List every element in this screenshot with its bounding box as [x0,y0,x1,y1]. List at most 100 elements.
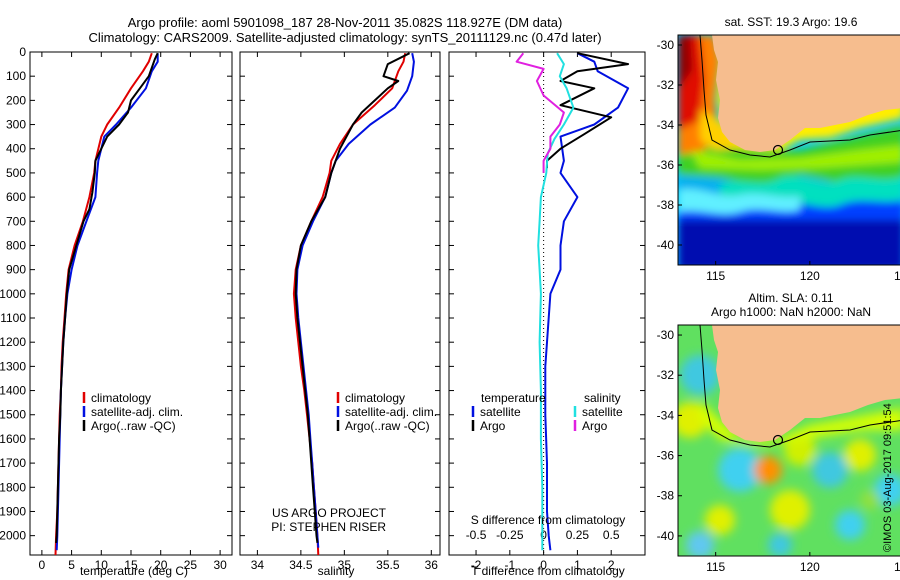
sst_map-ytick-label: -36 [657,158,675,172]
project-annotation-line2: PI: STEPHEN RISER [271,520,386,534]
sla_map-ytick-label: -38 [657,489,675,503]
difference-xtick-label: -2 [471,558,482,572]
temperature-xtick-label: 30 [213,558,227,572]
difference-legend-t-satellite: satellite [480,405,521,419]
salinity-xtick-label: 34 [251,558,265,572]
sla-map-land [712,325,900,442]
depth-tick-label: 1000 [0,287,26,301]
depth-tick-label: 200 [6,93,26,107]
sst_map-xtick-label: 125 [894,269,900,283]
difference-legend-s-satellite: satellite [582,405,623,419]
sla-map-title-line2: Argo h1000: NaN h2000: NaN [711,305,871,319]
salinity-xtick-label: 34.5 [289,558,313,572]
depth-tick-label: 1200 [0,335,26,349]
sst_map-xtick-label: 120 [800,269,820,283]
sst-map-title: sat. SST: 19.3 Argo: 19.6 [725,15,858,29]
temperature-legend-satellite: satellite-adj. clim. [91,405,183,419]
salinity-series-argo [294,52,411,544]
depth-tick-label: 1800 [0,480,26,494]
figure-title-line2: Climatology: CARS2009. Satellite-adjuste… [88,30,601,45]
difference-series-t-satellite [544,52,630,551]
sla_map-xtick-label: 115 [706,560,725,574]
depth-tick-label: 1100 [0,311,26,325]
depth-tick-label: 300 [6,118,26,132]
depth-tick-label: 1300 [0,359,26,373]
difference-top-tick-label: 0 [540,528,547,542]
difference-xtick-label: 1 [574,558,581,572]
sst_map-ytick-label: -40 [657,238,675,252]
salinity-legend-satellite: satellite-adj. clim. [345,405,437,419]
difference-legend-s-argo: Argo [582,419,608,433]
imos-timestamp-stamp: ©IMOS 03-Aug-2017 09:51:54 [882,403,894,552]
salinity-legend-climatology: climatology [345,391,405,405]
depth-tick-label: 100 [6,69,26,83]
difference-legend-t-argo: Argo [480,419,506,433]
difference-series-s-argo [515,52,565,173]
sla_map-ytick-label: -30 [657,328,675,342]
depth-tick-label: 1900 [0,504,26,518]
temperature-legend-argo: Argo(..raw -QC) [91,419,176,433]
temperature-xtick-label: 0 [39,558,46,572]
depth-tick-label: 0 [19,45,26,59]
depth-tick-label: 900 [6,263,26,277]
project-annotation-line1: US ARGO PROJECT [272,506,387,520]
difference-legend-temperature-title: temperature [481,391,546,405]
salinity-legend: climatology satellite-adj. clim. Argo(..… [345,391,437,433]
sst_map-xtick-label: 115 [706,269,725,283]
figure-title-line1: Argo profile: aoml 5901098_187 28-Nov-20… [128,15,563,30]
depth-tick-label: 700 [6,214,26,228]
sst_map-ytick-label: -34 [657,118,675,132]
temperature-series-argo [55,52,159,543]
depth-tick-label: 600 [6,190,26,204]
temperature-frame [29,51,233,556]
difference-xlabel-top: S difference from climatology [471,513,626,527]
temperature-xtick-label: 25 [184,558,198,572]
salinity-xtick-label: 35.5 [376,558,400,572]
sla_map-xtick-label: 125 [894,560,900,574]
sst-map-axes: 115 120 125 -30 -32 -34 -36 -38 -40 [657,38,900,283]
sst-map-float-marker [772,144,784,156]
temperature-legend-climatology: climatology [91,391,151,405]
salinity-xtick-label: 35 [338,558,352,572]
sla_map-ytick-label: -32 [657,368,675,382]
temperature-xtick-label: 20 [154,558,168,572]
sla-map-axes: 115 120 125 -30 -32 -34 -36 -38 -40 [657,328,900,574]
sla-map-isobath [699,325,900,448]
sla-map-title-line1: Altim. SLA: 0.11 [748,291,833,305]
temperature-xtick-label: 5 [68,558,75,572]
temperature-legend: climatology satellite-adj. clim. Argo(..… [91,391,183,433]
depth-tick-label: 1500 [0,408,26,422]
depth-tick-label: 400 [6,142,26,156]
sla_map-ytick-label: -36 [657,449,675,463]
difference-series-s-satellite [537,52,575,551]
temperature-xtick-label: 10 [95,558,109,572]
sst-map-land [712,35,900,152]
sst_map-ytick-label: -32 [657,78,675,92]
difference-xlabel: T difference from climatology [471,564,625,578]
depth-tick-label: 500 [6,166,26,180]
temperature-xlabel: temperature (deg C) [80,564,188,578]
sla-map-float-marker [772,434,784,446]
difference-top-tick-label: 0.5 [603,528,620,542]
depth-tick-label: 1400 [0,384,26,398]
difference-panel: -2 -1 0 1 2 -0.5 -0.25 0 0.25 0.5 [448,51,646,572]
sst-map: sat. SST: 19.3 Argo: 19.6 115 1 [657,15,900,283]
salinity-panel: 34 34.5 35 35.5 36 [239,51,441,572]
sst-map-isobath [699,35,900,158]
salinity-frame [239,51,441,556]
sst_map-ytick-label: -30 [657,38,675,52]
difference-top-tick-label: 0.25 [566,528,590,542]
sla_map-ytick-label: -34 [657,408,675,422]
salinity-legend-argo: Argo(..raw -QC) [345,419,430,433]
depth-tick-label: 800 [6,238,26,252]
sst_map-ytick-label: -38 [657,198,675,212]
sla_map-xtick-label: 120 [800,560,820,574]
depth-tick-label: 1600 [0,432,26,446]
difference-top-tick-label: -0.25 [496,528,524,542]
depth-tick-label: 1700 [0,456,26,470]
depth-tick-label: 2000 [0,529,26,543]
difference-xtick-label: -1 [504,558,515,572]
difference-top-tick-label: -0.5 [466,528,487,542]
sla-map: Altim. SLA: 0.11 Argo h1000: NaN h2000: … [657,291,900,574]
